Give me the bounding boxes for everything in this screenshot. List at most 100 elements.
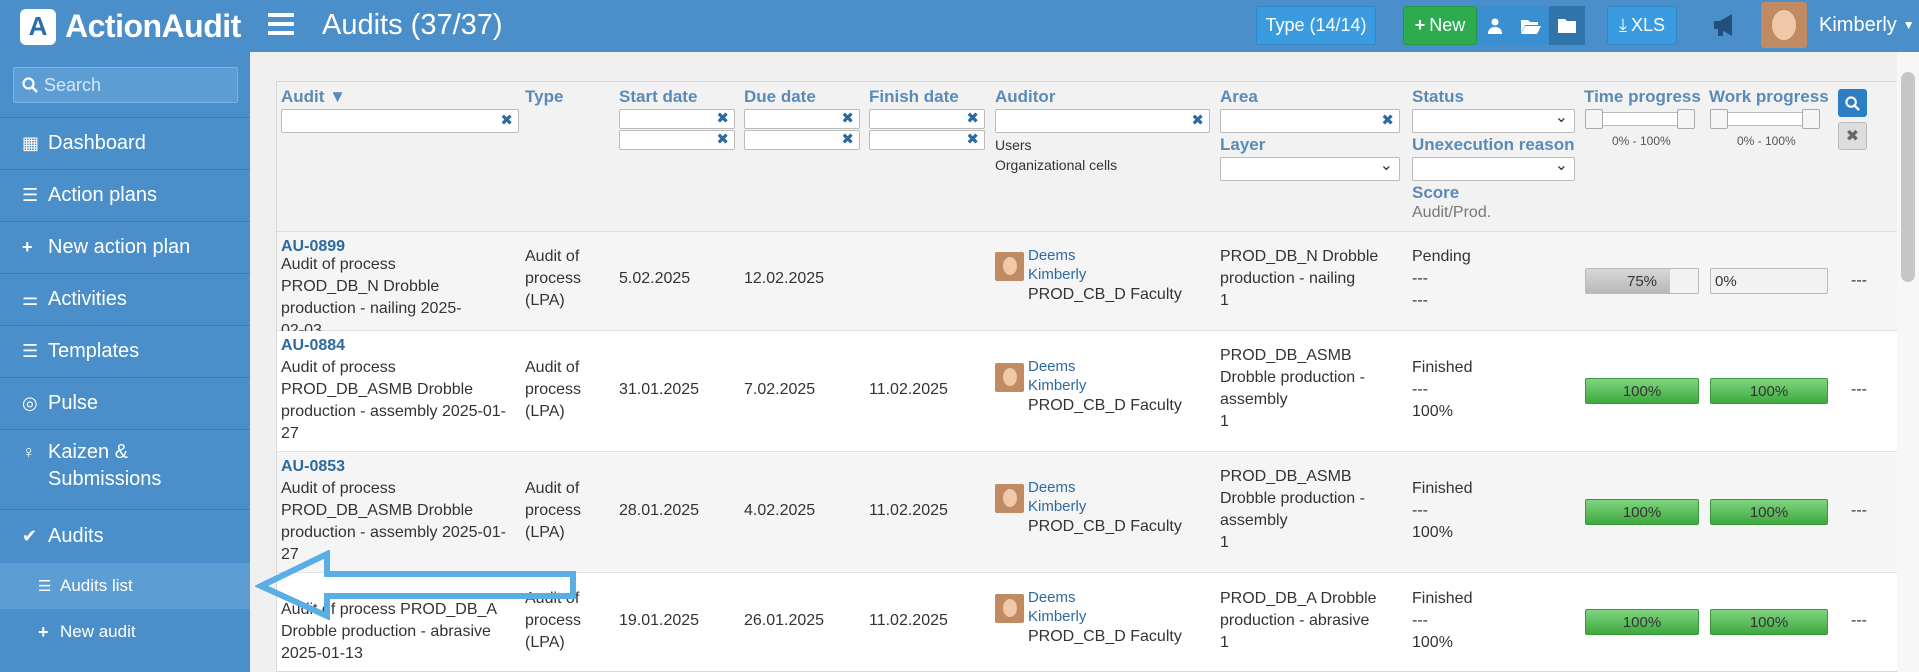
auditor-first-link[interactable]: Deems [1028,589,1076,606]
sidebar-item-action-plans[interactable]: ☰ Action plans [0,169,250,221]
search-input[interactable]: Search [13,67,238,103]
clear-icon[interactable]: ✖ [841,110,854,127]
slider-handle-min[interactable] [1710,109,1728,129]
new-button[interactable]: + New [1403,6,1477,45]
scrollbar-thumb[interactable] [1901,72,1915,282]
due-date-from-input[interactable]: ✖ [744,109,860,129]
column-header-start-date[interactable]: Start date [619,87,698,106]
unexecution-reason-select[interactable] [1412,155,1575,181]
clear-icon[interactable]: ✖ [716,110,729,127]
auditor-avatar [995,594,1024,623]
app-logo[interactable]: A ActionAudit [20,8,241,45]
check-icon: ✔ [22,526,38,546]
sidebar-item-new-action-plan[interactable]: + New action plan [0,221,250,273]
clear-icon[interactable]: ✖ [716,131,729,148]
table-row[interactable]: AU-0899 Audit of process PROD_DB_N Drobb… [277,232,1898,339]
users-option[interactable]: Users [995,137,1032,153]
score-value: 100% [1412,403,1453,420]
unexecution-reason: --- [1412,612,1428,629]
auditor-first-link[interactable]: Deems [1028,479,1076,496]
sidebar-item-audits-list[interactable]: ☰ Audits list [0,563,250,609]
table-row[interactable]: AU-0853 Audit of process PROD_DB_ASMB Dr… [277,452,1898,573]
list-icon: ☰ [22,341,39,361]
plus-icon: + [1414,15,1426,35]
column-header-finish-date[interactable]: Finish date [869,87,959,106]
sidebar-item-label: Action plans [48,184,157,206]
audit-filter-input[interactable]: ✖ [281,109,519,133]
column-header-work-progress[interactable]: Work progress [1709,87,1829,106]
column-header-audit[interactable]: Audit ▼ [281,87,346,106]
column-header-type[interactable]: Type [525,87,564,106]
start-date-to-input[interactable]: ✖ [619,130,735,150]
audit-id-link[interactable]: AU-0899 [281,238,346,255]
sidebar-item-activities[interactable]: ⚌ Activities [0,273,250,325]
sidebar-item-dashboard[interactable]: ▦ Dashboard [0,117,250,169]
clear-filters-icon[interactable]: ✖ [1838,122,1867,150]
finish-date-from-input[interactable]: ✖ [869,109,985,129]
auditor-cell: PROD_CB_D Faculty [1028,286,1182,303]
sidebar-item-new-audit[interactable]: + New audit [0,609,250,655]
auditor-first-link[interactable]: Deems [1028,358,1076,375]
auditor-filter-input[interactable]: ✖ [995,109,1210,133]
column-header-auditor[interactable]: Auditor [995,87,1056,106]
clear-icon[interactable]: ✖ [1381,112,1394,129]
page-scrollbar[interactable] [1897,52,1919,672]
sidebar-item-audits[interactable]: ✔ Audits [0,509,250,563]
table-row[interactable]: Audit of process PROD_DB_A Drobble produ… [277,573,1898,671]
clear-icon[interactable]: ✖ [500,112,513,129]
sidebar: Search ▦ Dashboard ☰ Action plans + New … [0,52,250,672]
auditor-last-link[interactable]: Kimberly [1028,608,1087,625]
announcement-icon[interactable] [1712,13,1740,42]
sidebar-item-label: Templates [48,340,140,362]
time-progress-slider[interactable] [1585,109,1695,129]
row-extra: --- [1851,502,1867,519]
search-icon[interactable] [1838,89,1867,117]
org-cells-option[interactable]: Organizational cells [995,157,1118,173]
user-filter-icon[interactable] [1477,6,1513,45]
folder-open-icon[interactable] [1513,6,1549,45]
avatar [1761,2,1807,48]
start-date-from-input[interactable]: ✖ [619,109,735,129]
menu-toggle-icon[interactable] [268,13,294,37]
finish-date: 11.02.2025 [869,381,948,398]
column-header-score[interactable]: Score [1412,183,1460,202]
audit-description: Audit of process PROD_DB_N Drobble produ… [281,256,462,339]
slider-handle-max[interactable] [1802,109,1820,129]
work-progress-slider[interactable] [1710,109,1820,129]
app-name: ActionAudit [65,8,241,44]
area-name: PROD_DB_ASMB Drobble production - assemb… [1220,347,1365,408]
type-filter-button[interactable]: Type (14/14) [1256,6,1376,45]
auditor-last-link[interactable]: Kimberly [1028,266,1087,283]
audit-id-link[interactable]: AU-0884 [281,337,346,354]
clear-icon[interactable]: ✖ [841,131,854,148]
column-header-status[interactable]: Status [1412,87,1464,106]
annotation-arrow-icon [255,550,576,620]
column-header-unexecution-reason[interactable]: Unexecution reason [1412,135,1575,154]
auditor-last-link[interactable]: Kimberly [1028,377,1087,394]
clear-icon[interactable]: ✖ [966,110,979,127]
auditor-first-link[interactable]: Deems [1028,247,1076,264]
area-filter-input[interactable]: ✖ [1220,109,1400,133]
export-xls-button[interactable]: ⤓ XLS [1607,6,1677,45]
sidebar-item-kaizen[interactable]: ♀ Kaizen & Submissions [0,429,250,509]
sidebar-item-templates[interactable]: ☰ Templates [0,325,250,377]
folder-icon[interactable] [1549,6,1585,45]
auditor-last-link[interactable]: Kimberly [1028,498,1087,515]
column-header-due-date[interactable]: Due date [744,87,816,106]
slider-handle-max[interactable] [1677,109,1695,129]
sidebar-item-pulse[interactable]: ◎ Pulse [0,377,250,429]
new-button-label: New [1429,15,1466,35]
layer-select[interactable] [1220,155,1400,181]
user-menu[interactable]: Kimberly ▼ [1761,2,1915,48]
due-date-to-input[interactable]: ✖ [744,130,860,150]
finish-date-to-input[interactable]: ✖ [869,130,985,150]
audit-id-link[interactable]: AU-0853 [281,458,346,475]
clear-icon[interactable]: ✖ [1191,112,1204,129]
column-header-area[interactable]: Area [1220,87,1258,106]
clear-icon[interactable]: ✖ [966,131,979,148]
table-row[interactable]: AU-0884 Audit of process PROD_DB_ASMB Dr… [277,331,1898,452]
column-header-layer[interactable]: Layer [1220,135,1266,154]
slider-handle-min[interactable] [1585,109,1603,129]
column-header-time-progress[interactable]: Time progress [1584,87,1701,106]
status-select[interactable] [1412,107,1575,133]
